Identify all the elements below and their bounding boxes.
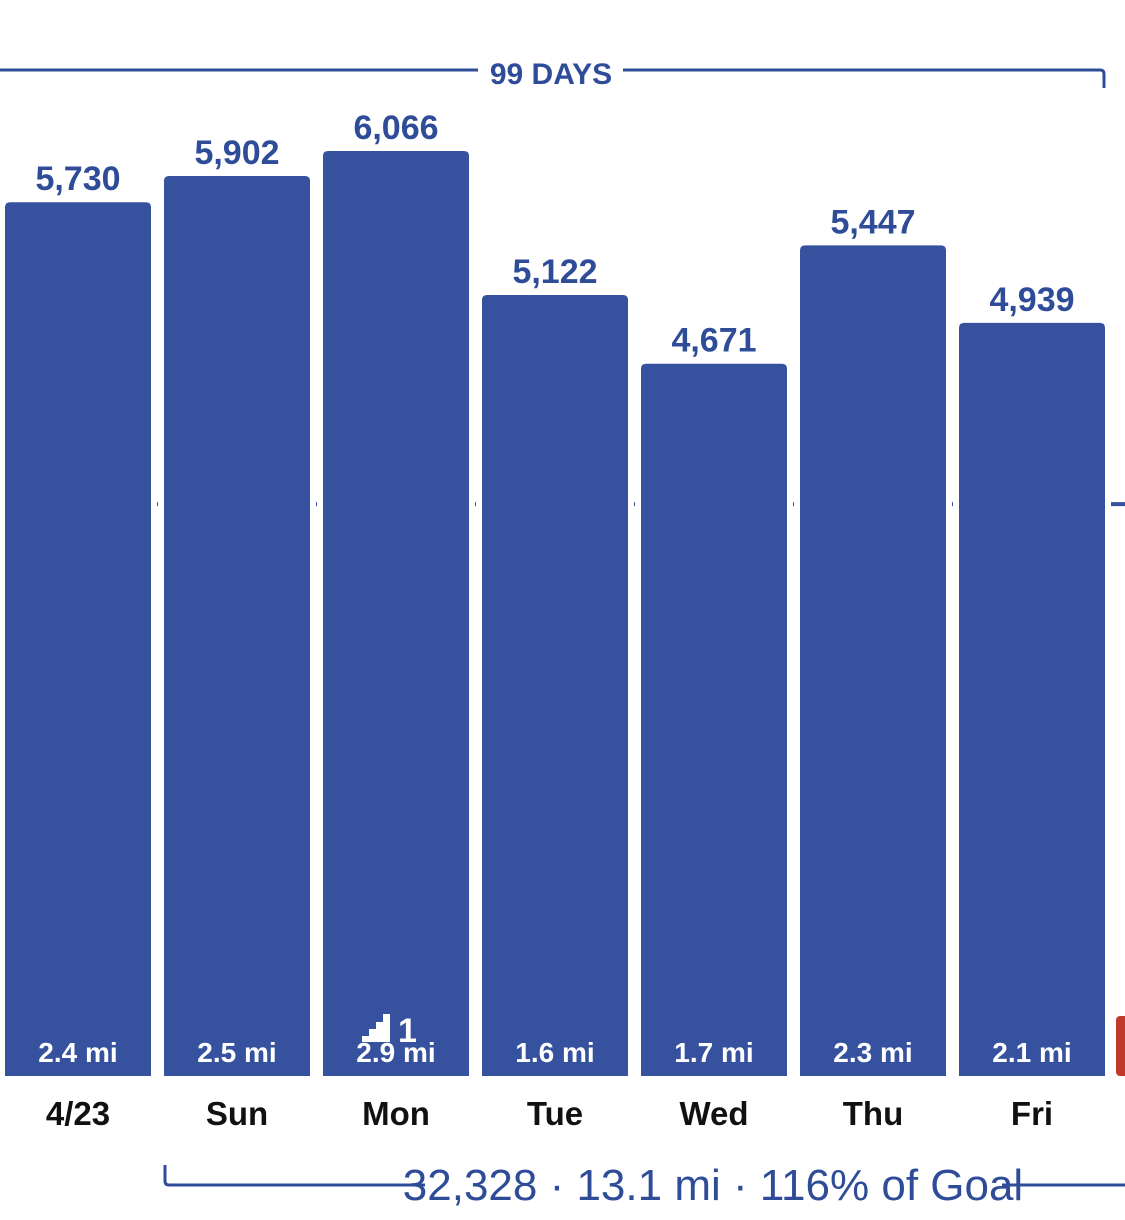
bar-wed[interactable] [641, 363, 787, 1077]
bars-group: 5,730 2.4 mi 4/23 5,902 2.5 mi Sun 6,066 2.9 mi… [0, 109, 1111, 1132]
summary-text: 32,328 · 13.1 mi · 116% of Goal [403, 1161, 1023, 1210]
day-label: 4/23 [46, 1095, 110, 1132]
bar-fri[interactable] [959, 322, 1105, 1076]
bar-sun[interactable] [164, 176, 310, 1076]
bar-thu[interactable] [800, 245, 946, 1076]
bar-distance-label: 2.5 mi [197, 1037, 276, 1068]
day-label: Sun [206, 1095, 268, 1132]
bar-value-label: 5,902 [194, 134, 279, 172]
bar-value-label: 4,939 [989, 281, 1074, 319]
bar-distance-label: 2.4 mi [38, 1037, 117, 1068]
stairs-icon [362, 1014, 390, 1042]
bar-distance-label: 2.3 mi [833, 1037, 912, 1068]
bar-distance-label: 1.6 mi [515, 1037, 594, 1068]
bar-distance-label: 2.9 mi [356, 1037, 435, 1068]
bar-value-label: 5,122 [512, 253, 597, 291]
next-day-bar [1116, 1016, 1125, 1076]
bar-value-label: 6,066 [353, 109, 438, 147]
bar-value-label: 4,671 [671, 322, 756, 360]
bar-value-label: 5,730 [35, 160, 120, 198]
day-label: Tue [527, 1095, 583, 1132]
day-label: Wed [679, 1095, 748, 1132]
bar-distance-label: 1.7 mi [674, 1037, 753, 1068]
day-label: Thu [843, 1095, 903, 1132]
period-line-right [623, 68, 1106, 88]
bar-tue[interactable] [482, 294, 628, 1076]
bar-4-23[interactable] [5, 202, 151, 1077]
summary-line-left [163, 1165, 425, 1187]
period-label: 99 DAYS [490, 58, 612, 91]
day-label: Mon [362, 1095, 430, 1132]
bar-mon[interactable] [323, 151, 469, 1076]
bar-distance-label: 2.1 mi [992, 1037, 1071, 1068]
summary-bracket: 32,328 · 13.1 mi · 116% of Goal [163, 1161, 1125, 1210]
day-label: Fri [1011, 1095, 1053, 1132]
floors-count-label: 1 [398, 1012, 417, 1050]
period-bracket: 99 DAYS [0, 58, 1106, 91]
bar-value-label: 5,447 [830, 203, 915, 241]
